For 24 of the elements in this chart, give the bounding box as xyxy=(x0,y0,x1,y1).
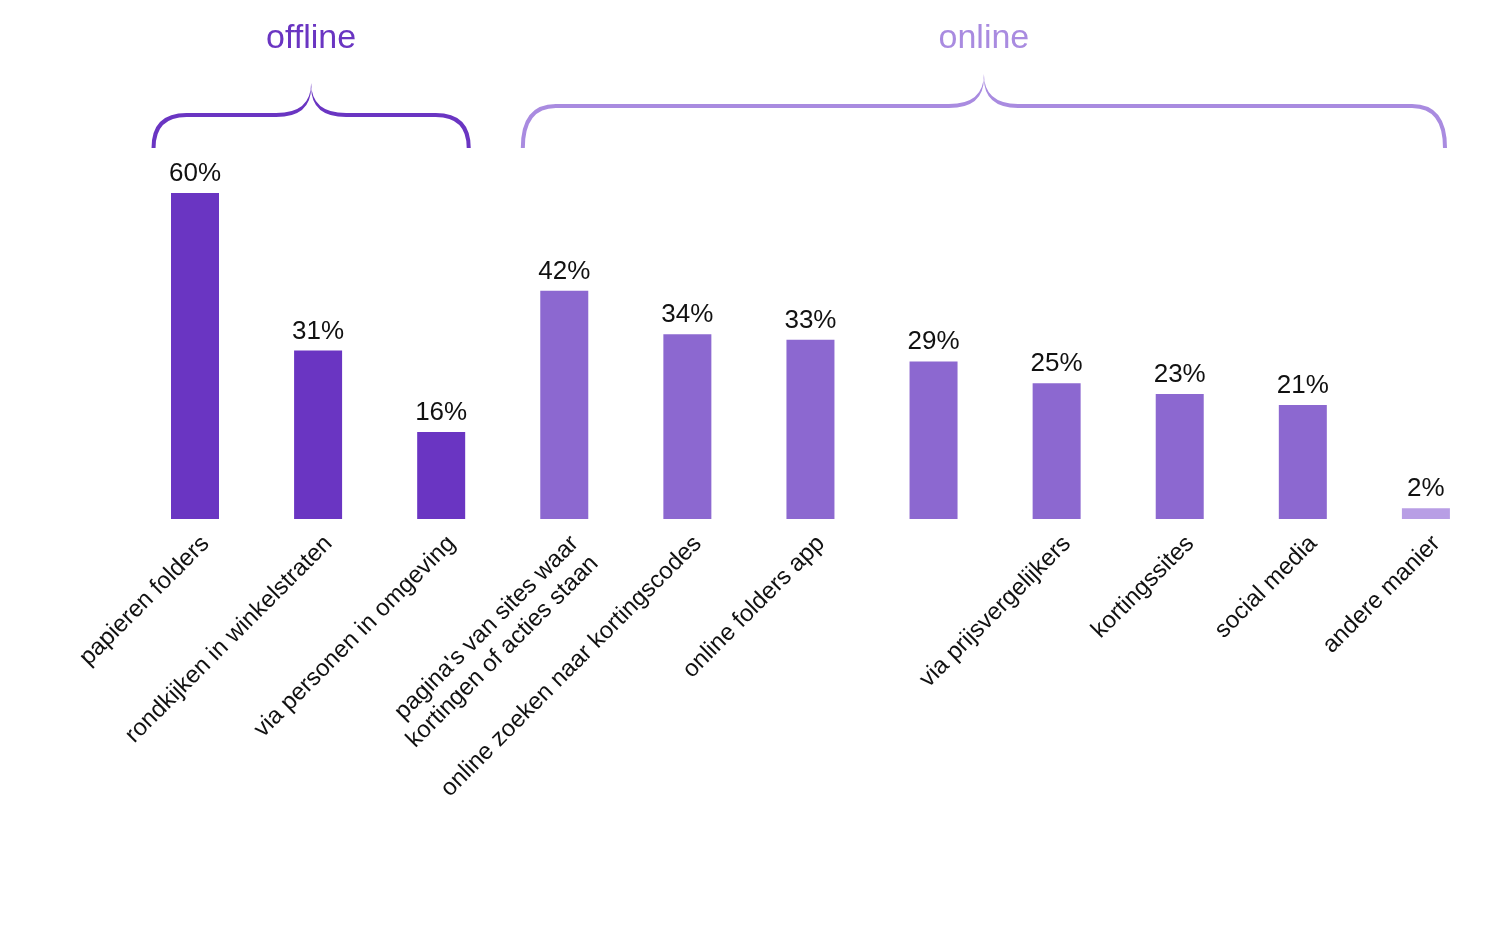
bar xyxy=(417,432,466,519)
bar xyxy=(1401,508,1450,519)
data-label: 21% xyxy=(1276,368,1329,399)
bar xyxy=(171,193,219,519)
bar xyxy=(1155,394,1204,519)
data-label: 16% xyxy=(415,396,468,427)
bar xyxy=(909,361,958,519)
data-label: 34% xyxy=(661,298,714,329)
text: online xyxy=(938,17,1030,55)
data-label: 23% xyxy=(1153,358,1206,389)
bar xyxy=(294,350,343,519)
bar xyxy=(786,339,835,519)
bar xyxy=(663,334,712,519)
data-label: 29% xyxy=(907,325,960,356)
bar xyxy=(1278,404,1327,519)
data-label: 33% xyxy=(784,303,837,334)
data-label: 31% xyxy=(292,314,345,345)
bar xyxy=(1032,383,1081,519)
data-label: 25% xyxy=(1030,347,1083,378)
text: offline xyxy=(266,17,357,55)
data-label: 2% xyxy=(1407,472,1445,503)
data-label: 60% xyxy=(168,157,222,187)
data-label: 42% xyxy=(538,254,591,285)
bar xyxy=(540,290,589,519)
